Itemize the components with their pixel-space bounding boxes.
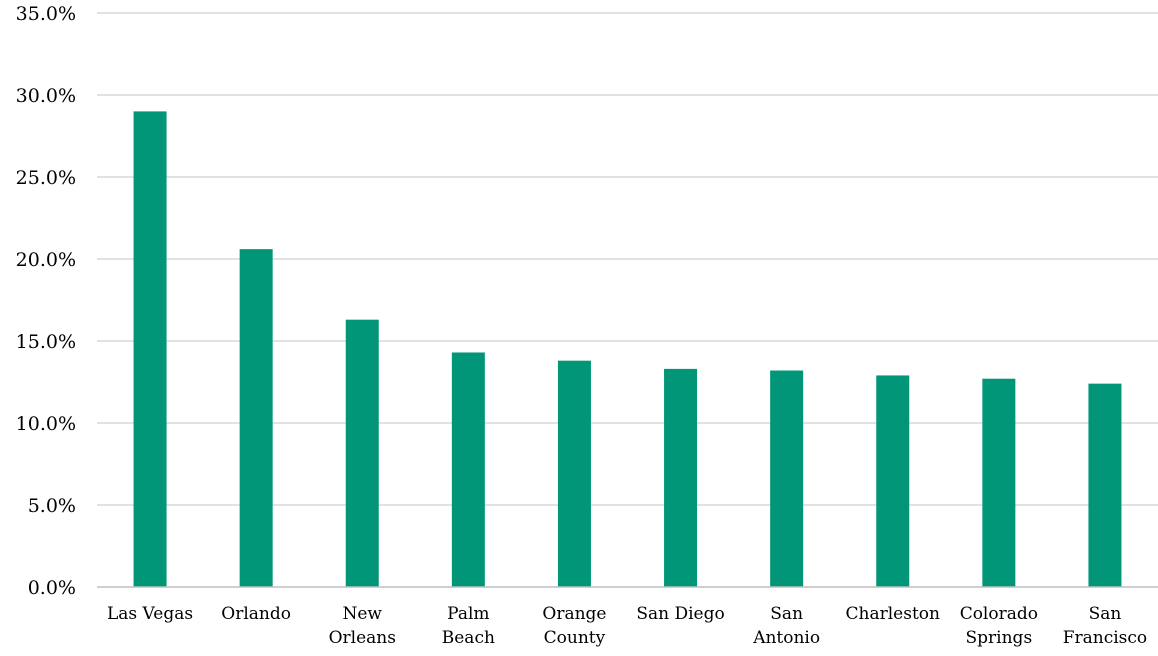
x-tick-label: New — [343, 604, 383, 624]
bar — [876, 375, 910, 587]
y-axis-tick-labels: 0.0% 5.0% 10.0% 15.0% 20.0% 25.0% 30.0% 35.0% — [16, 3, 76, 599]
bar — [1088, 383, 1122, 587]
x-tick-label: San Diego — [636, 604, 724, 624]
bar — [345, 319, 379, 587]
y-tick-label: 10.0% — [16, 413, 76, 435]
gridlines — [97, 12, 1158, 506]
y-tick-label: 30.0% — [16, 85, 76, 107]
x-tick-label: Colorado — [960, 604, 1038, 624]
y-tick-label: 0.0% — [28, 577, 76, 599]
y-tick-label: 25.0% — [16, 167, 76, 189]
bar — [133, 111, 167, 588]
x-axis-category-labels: Las Vegas Orlando New Orleans Palm Beach Orang… — [107, 604, 1147, 648]
x-tick-label: Beach — [442, 628, 495, 648]
y-tick-label: 15.0% — [16, 331, 76, 353]
bar — [770, 370, 804, 587]
x-tick-label: Francisco — [1063, 628, 1147, 648]
bar — [239, 249, 273, 587]
x-tick-label: Las Vegas — [107, 604, 193, 624]
x-tick-label: Springs — [966, 628, 1033, 648]
y-tick-label: 5.0% — [28, 495, 76, 517]
x-tick-label: Orlando — [221, 604, 291, 624]
x-tick-label: Orange — [542, 604, 606, 624]
x-tick-label: Antonio — [752, 628, 820, 648]
x-tick-label: Charleston — [846, 604, 941, 624]
x-tick-label: County — [544, 628, 606, 648]
x-tick-label: Orleans — [329, 628, 396, 648]
bar — [557, 360, 591, 587]
x-tick-label: San — [1089, 604, 1122, 624]
bar — [451, 352, 485, 587]
bars — [133, 111, 1122, 588]
bar — [664, 368, 698, 587]
y-tick-label: 20.0% — [16, 249, 76, 271]
x-tick-label: Palm — [447, 604, 489, 624]
x-tick-label: San — [770, 604, 803, 624]
y-tick-label: 35.0% — [16, 3, 76, 25]
bar — [982, 378, 1016, 587]
